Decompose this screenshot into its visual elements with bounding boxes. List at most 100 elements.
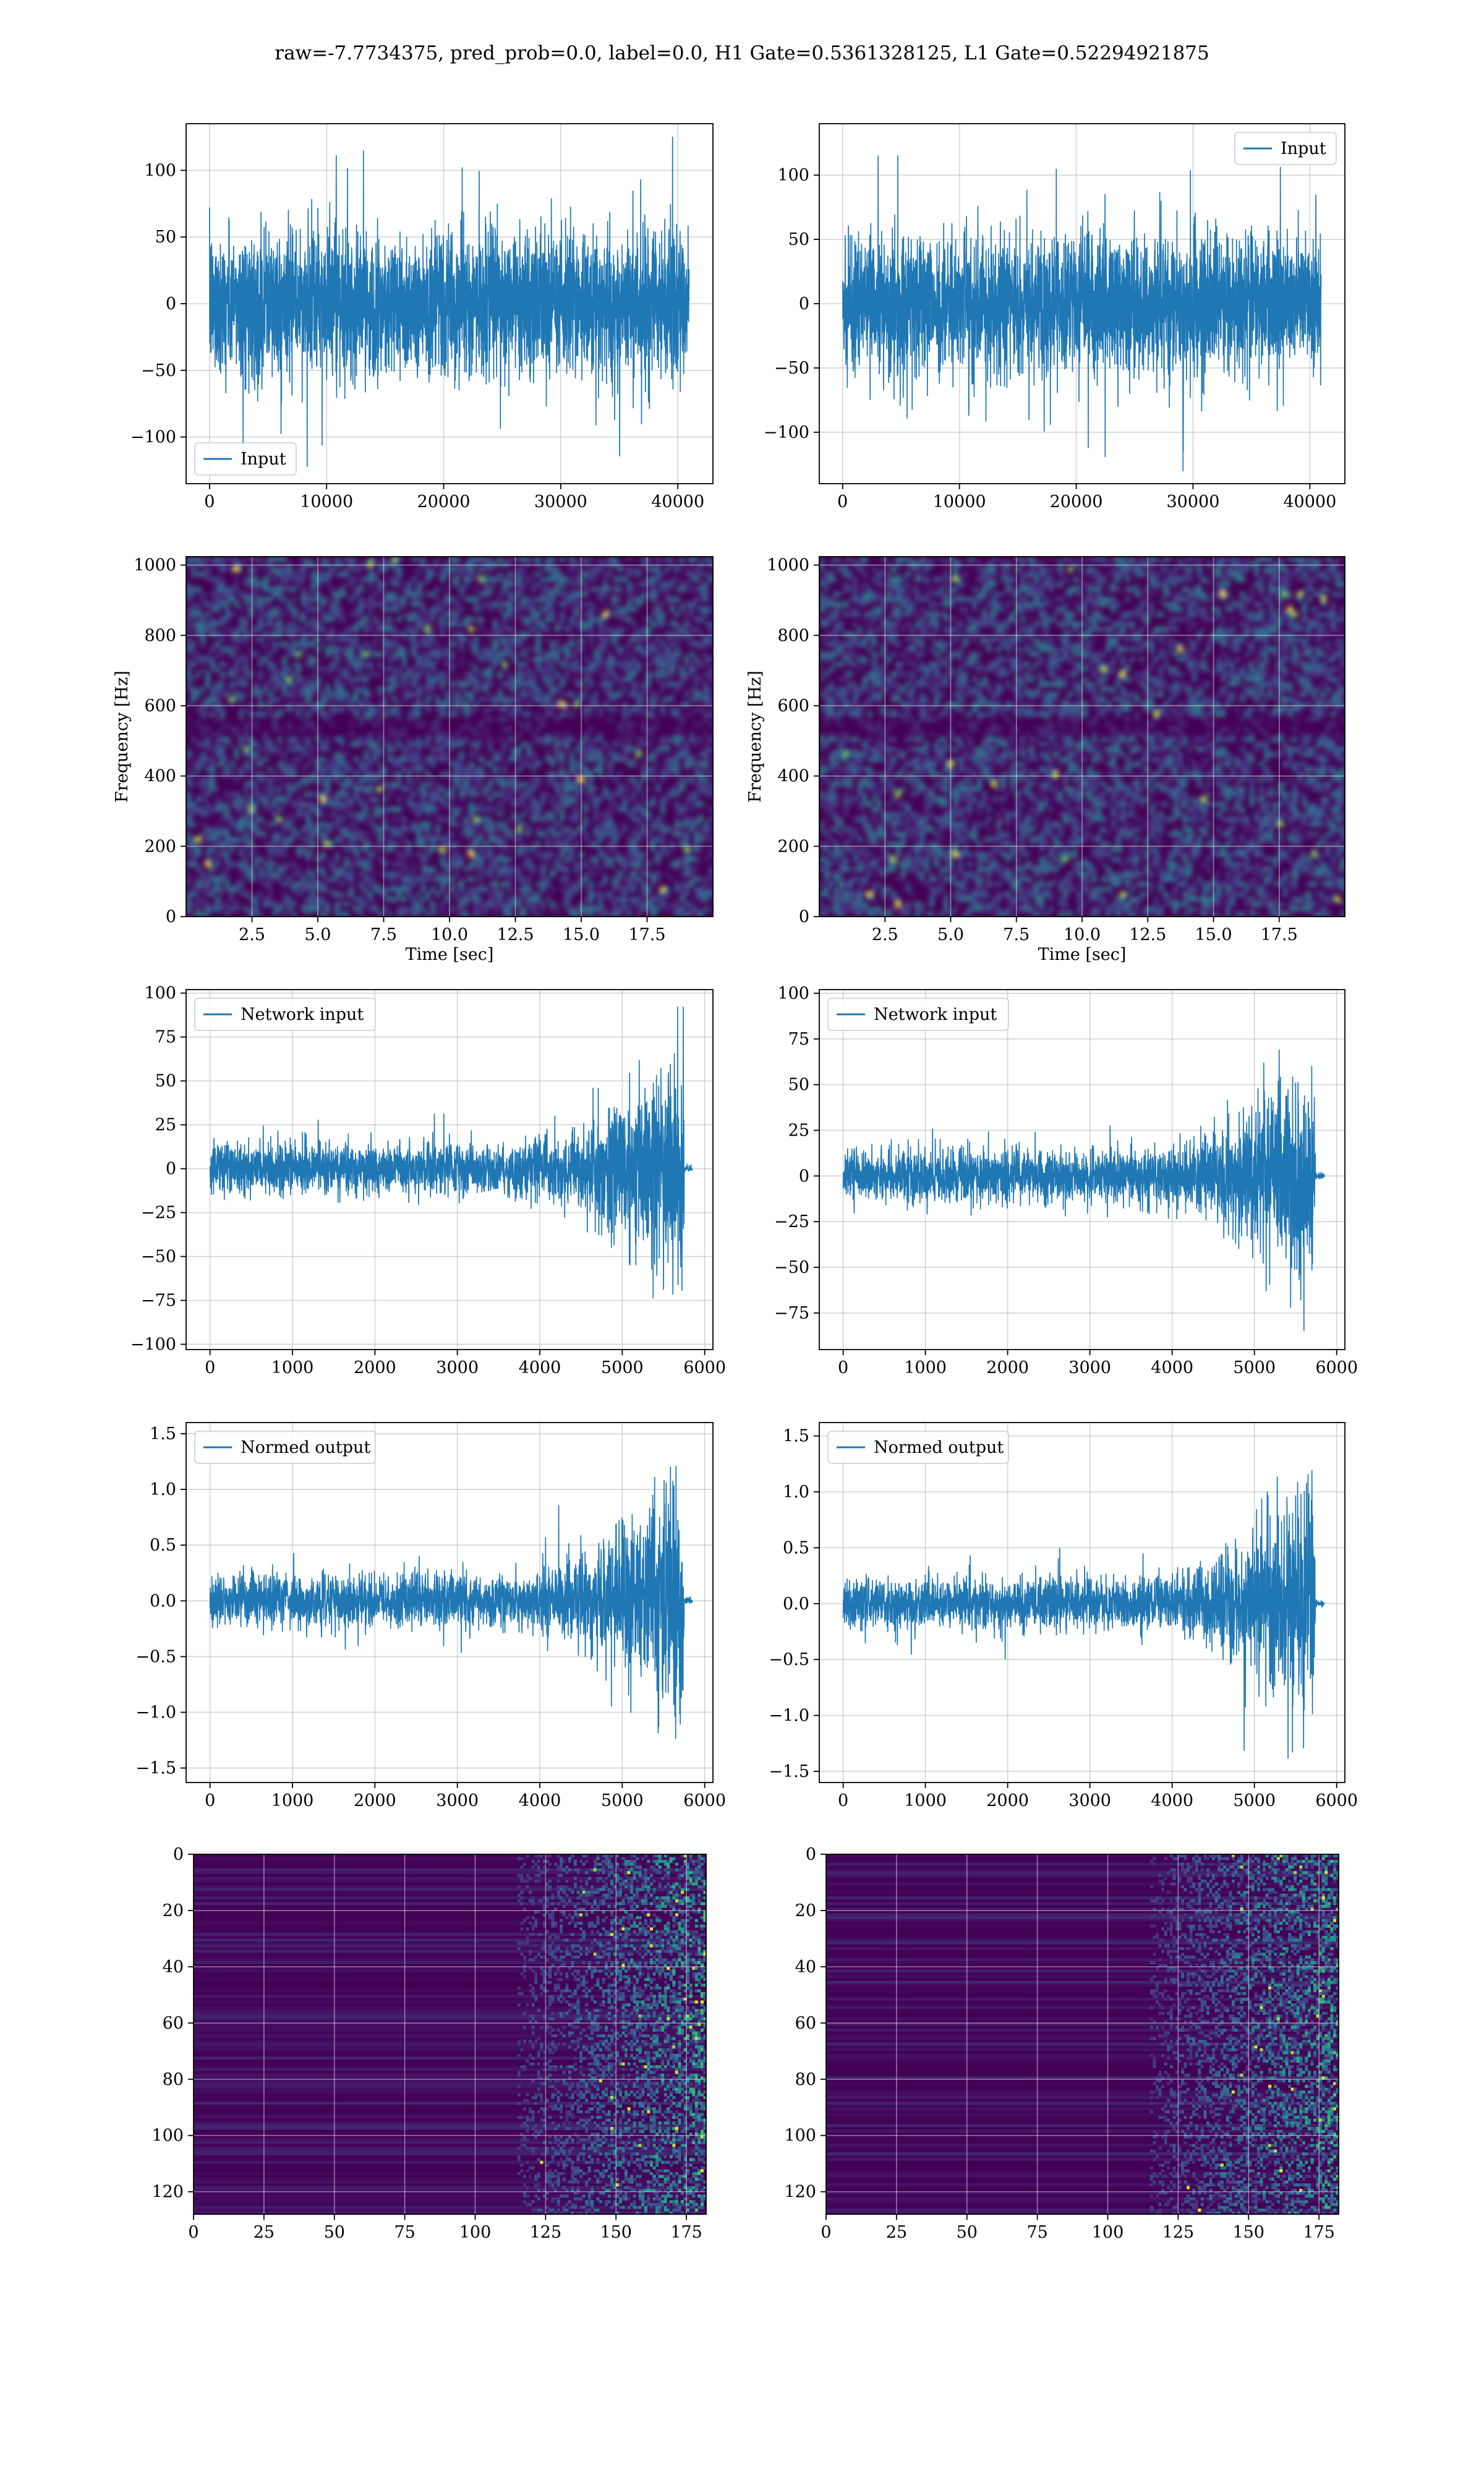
spectrogram-cell (335, 591, 340, 597)
spectrogram-cell (358, 601, 364, 607)
spectrogram-cell (454, 862, 459, 867)
spectrogram-cell (335, 557, 340, 562)
spectrogram-cell (281, 586, 288, 593)
spectrogram-cell (349, 867, 354, 872)
spectrogram-cell (545, 706, 551, 713)
spectrogram-cell (560, 742, 565, 747)
spectrogram-cell (694, 896, 699, 902)
spectrogram-cell (382, 811, 388, 817)
spectrogram-cell (339, 836, 345, 842)
spectrogram-cell (248, 851, 254, 857)
spectrogram-cell (339, 791, 345, 797)
spectrogram-cell (406, 846, 412, 852)
spectrogram-cell (234, 576, 239, 582)
spectrogram-cell (205, 846, 211, 852)
spectrogram-cell (195, 756, 201, 762)
spectrogram-cell (315, 567, 321, 572)
spectrogram-cell (416, 906, 422, 912)
spectrogram-cell (655, 857, 661, 862)
spectrogram-cell (641, 557, 647, 562)
spectrogram-cell (555, 786, 560, 792)
spectrogram-cell (220, 826, 225, 833)
spectrogram-cell (492, 857, 498, 862)
spectrogram-cell (469, 571, 474, 577)
spectrogram-cell (210, 601, 215, 607)
spectrogram-cell (420, 622, 426, 627)
spectrogram-cell (607, 631, 613, 637)
spectrogram-cell (234, 862, 239, 867)
spectrogram-cell (330, 691, 335, 697)
spectrogram-cell (186, 836, 192, 842)
spectrogram-cell (200, 711, 206, 717)
spectrogram-cell (516, 581, 522, 588)
spectrogram-cell (886, 576, 892, 582)
spectrogram-cell (220, 562, 225, 567)
spectrogram-cell (655, 696, 661, 702)
spectrogram-cell (464, 691, 469, 697)
spectrogram-cell (506, 846, 513, 852)
spectrogram-cell (454, 851, 459, 857)
spectrogram-cell (579, 756, 584, 762)
spectrogram-cell (593, 756, 599, 762)
spectrogram-cell (646, 646, 651, 653)
spectrogram-cell (450, 682, 455, 687)
spectrogram-cell (464, 737, 469, 742)
spectrogram-cell (296, 661, 302, 667)
spectrogram-cell (440, 756, 445, 762)
spectrogram-cell (655, 622, 661, 627)
spectrogram-cell (1086, 571, 1092, 577)
spectrogram-cell (506, 826, 513, 833)
spectrogram-cell (636, 906, 642, 912)
spectrogram-cell (598, 636, 603, 642)
spectrogram-cell (425, 636, 431, 642)
spectrogram-cell (469, 567, 474, 572)
spectrogram-cell (473, 751, 479, 757)
spectrogram-cell (200, 807, 206, 812)
spectrogram-cell (621, 896, 628, 902)
spectrogram-cell (612, 581, 618, 588)
spectrogram-cell (977, 567, 983, 572)
spectrogram-cell (440, 846, 445, 852)
spectrogram-cell (560, 867, 565, 872)
spectrogram-cell (703, 766, 709, 773)
spectrogram-cell (253, 601, 258, 607)
spectrogram-cell (229, 651, 234, 657)
spectrogram-cell (569, 557, 574, 562)
spectrogram-cell (392, 756, 398, 762)
spectrogram-cell (406, 786, 412, 792)
spectrogram-cell (626, 601, 632, 607)
spectrogram-cell (838, 567, 844, 572)
spectrogram-cell (363, 766, 369, 773)
spectrogram-cell (636, 867, 642, 872)
spectrogram-cell (220, 631, 225, 637)
spectrogram-cell (243, 557, 249, 562)
spectrogram-cell (440, 857, 445, 862)
spectrogram-cell (253, 651, 258, 657)
spectrogram-cell (315, 791, 321, 797)
spectrogram-cell (320, 571, 326, 577)
spectrogram-cell (670, 581, 675, 588)
spectrogram-cell (535, 687, 541, 692)
spectrogram-cell (526, 751, 532, 757)
spectrogram-cell (1020, 562, 1025, 567)
spectrogram-cell (550, 711, 555, 717)
spectrogram-cell (641, 636, 647, 642)
spectrogram-cell (579, 751, 584, 757)
spectrogram-cell (363, 846, 369, 852)
spectrogram-cell (200, 896, 206, 902)
h1-spectrogram-panel: 2.5 5.0 7.5 10.0 12.5 15.0 17.5020040060080010… (113, 556, 714, 964)
spectrogram-cell (545, 696, 551, 702)
spectrogram-cell (286, 816, 292, 822)
spectrogram-cell (286, 641, 292, 648)
spectrogram-cell (1302, 571, 1307, 577)
spectrogram-cell (195, 896, 201, 902)
spectrogram-cell (210, 876, 215, 882)
spectrogram-cell (401, 691, 407, 697)
spectrogram-cell (703, 786, 709, 792)
spectrogram-cell (224, 807, 230, 812)
spectrogram-cell (881, 557, 887, 562)
spectrogram-cell (469, 562, 474, 567)
spectrogram-cell (377, 911, 383, 917)
spectrogram-cell (248, 567, 254, 572)
spectrogram-cell (545, 836, 551, 842)
